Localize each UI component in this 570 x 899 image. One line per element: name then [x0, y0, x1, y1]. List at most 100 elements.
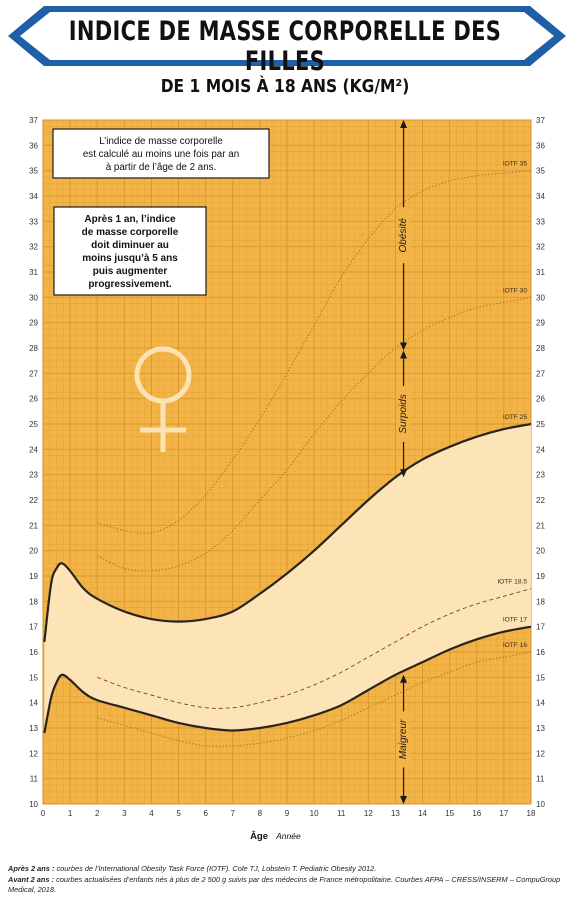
y-tick-label-right: 18 — [536, 597, 545, 606]
x-tick-label: 7 — [231, 809, 236, 818]
y-tick-label-right: 26 — [536, 395, 545, 404]
y-tick-label-right: 14 — [536, 699, 545, 708]
zone-arrow-head — [400, 796, 408, 804]
normal-range-band — [44, 424, 532, 734]
y-tick-label-right: 24 — [536, 445, 545, 454]
y-tick-label-left: 14 — [29, 699, 38, 708]
y-tick-label-right: 27 — [536, 369, 545, 378]
info-box-2-line: moins jusqu’à 5 ans — [82, 253, 178, 264]
y-tick-label-right: 35 — [536, 167, 545, 176]
x-tick-label: 16 — [472, 809, 481, 818]
x-tick-label: 13 — [391, 809, 400, 818]
y-tick-label-left: 16 — [29, 648, 38, 657]
x-axis-unit: Année — [275, 831, 301, 841]
y-tick-label-left: 18 — [29, 597, 38, 606]
y-tick-label-right: 10 — [536, 800, 545, 809]
zone-label-bg — [396, 711, 411, 768]
y-tick-label-right: 34 — [536, 192, 545, 201]
x-tick-label: 0 — [41, 809, 46, 818]
y-tick-label-right: 32 — [536, 243, 545, 252]
footer-line-2-text: courbes actualisées d’enfants nés à plus… — [8, 874, 561, 895]
series-label: IOTF 25 — [503, 414, 528, 421]
y-tick-label-left: 29 — [29, 319, 38, 328]
info-box-2 — [53, 206, 207, 296]
y-tick-label-left: 10 — [29, 800, 38, 809]
y-tick-label-right: 22 — [536, 496, 545, 505]
zone-label-bg — [396, 207, 411, 264]
title-banner — [8, 6, 566, 66]
x-tick-label: 2 — [95, 809, 100, 818]
info-box-2-line: de masse corporelle — [82, 227, 179, 238]
series-label: IOTF 30 — [503, 287, 528, 294]
zone-label: Maigreur — [398, 719, 409, 759]
zone-arrow-head — [400, 469, 408, 478]
x-axis-title: Âge — [250, 830, 268, 842]
page-title: INDICE DE MASSE CORPORELLE DES FILLES — [68, 16, 502, 76]
y-tick-label-right: 16 — [536, 648, 545, 657]
x-tick-label: 18 — [527, 809, 536, 818]
y-tick-label-left: 31 — [29, 268, 38, 277]
y-tick-label-right: 23 — [536, 471, 545, 480]
info-box-2-line: Après 1 an, l’indice — [84, 214, 176, 225]
y-tick-label-right: 19 — [536, 572, 545, 581]
x-tick-label: 10 — [310, 809, 319, 818]
zone-arrow-head — [400, 674, 408, 683]
x-tick-label: 5 — [176, 809, 181, 818]
y-tick-label-right: 12 — [536, 749, 545, 758]
y-tick-label-left: 17 — [29, 623, 38, 632]
y-tick-label-right: 13 — [536, 724, 545, 733]
series-line-iotf-18-5 — [97, 588, 532, 709]
y-tick-label-left: 21 — [29, 521, 38, 530]
x-tick-label: 14 — [418, 809, 427, 818]
y-tick-label-left: 35 — [29, 167, 38, 176]
info-box-2-line: doit diminuer au — [91, 240, 169, 251]
x-tick-label: 15 — [445, 809, 454, 818]
y-tick-label-left: 20 — [29, 547, 38, 556]
y-tick-label-left: 22 — [29, 496, 38, 505]
y-tick-label-right: 28 — [536, 344, 545, 353]
series-line-iotf-30 — [97, 296, 532, 572]
info-box-1-line: est calculé au moins une fois par an — [83, 149, 239, 160]
zone-label: Surpoids — [398, 394, 409, 433]
info-box-1 — [52, 128, 270, 179]
x-tick-label: 4 — [149, 809, 154, 818]
info-box-1-line: L’indice de masse corporelle — [99, 136, 223, 147]
x-tick-label: 12 — [364, 809, 373, 818]
y-tick-label-right: 15 — [536, 673, 545, 682]
y-tick-label-right: 33 — [536, 217, 545, 226]
zone-arrow-head — [400, 350, 408, 359]
y-tick-label-right: 36 — [536, 141, 545, 150]
y-tick-label-right: 29 — [536, 319, 545, 328]
footer-line-1-text: courbes de l’International Obesity Task … — [54, 864, 377, 873]
y-tick-label-left: 19 — [29, 572, 38, 581]
y-tick-label-right: 31 — [536, 268, 545, 277]
x-tick-label: 11 — [337, 809, 346, 818]
info-box-1-line: à partir de l’âge de 2 ans. — [106, 162, 217, 173]
y-tick-label-right: 20 — [536, 547, 545, 556]
y-tick-label-left: 37 — [29, 116, 38, 125]
y-tick-label-left: 12 — [29, 749, 38, 758]
zone-arrow-head — [400, 120, 408, 128]
page-subtitle: DE 1 MOIS À 18 ANS (KG/M²) — [160, 75, 410, 97]
x-tick-label: 6 — [203, 809, 208, 818]
y-tick-label-right: 21 — [536, 521, 545, 530]
y-tick-label-left: 25 — [29, 420, 38, 429]
y-tick-label-left: 27 — [29, 369, 38, 378]
series-line-iotf-17 — [43, 625, 532, 734]
footer-note: Après 2 ans : courbes de l’International… — [8, 864, 564, 896]
series-label: IOTF 18.5 — [497, 579, 527, 586]
x-tick-label: 9 — [285, 809, 290, 818]
series-label: IOTF 16 — [503, 642, 528, 649]
y-tick-label-right: 11 — [536, 775, 545, 784]
info-box-2-line: progressivement. — [88, 279, 172, 290]
footer-line-1: Après 2 ans : courbes de l’International… — [8, 864, 564, 875]
y-tick-label-left: 26 — [29, 395, 38, 404]
series-line-iotf-25 — [43, 422, 532, 642]
y-tick-label-left: 28 — [29, 344, 38, 353]
y-tick-label-left: 15 — [29, 673, 38, 682]
y-tick-label-left: 30 — [29, 293, 38, 302]
y-tick-label-left: 13 — [29, 724, 38, 733]
x-tick-label: 3 — [122, 809, 127, 818]
zone-arrow-head — [400, 342, 408, 351]
